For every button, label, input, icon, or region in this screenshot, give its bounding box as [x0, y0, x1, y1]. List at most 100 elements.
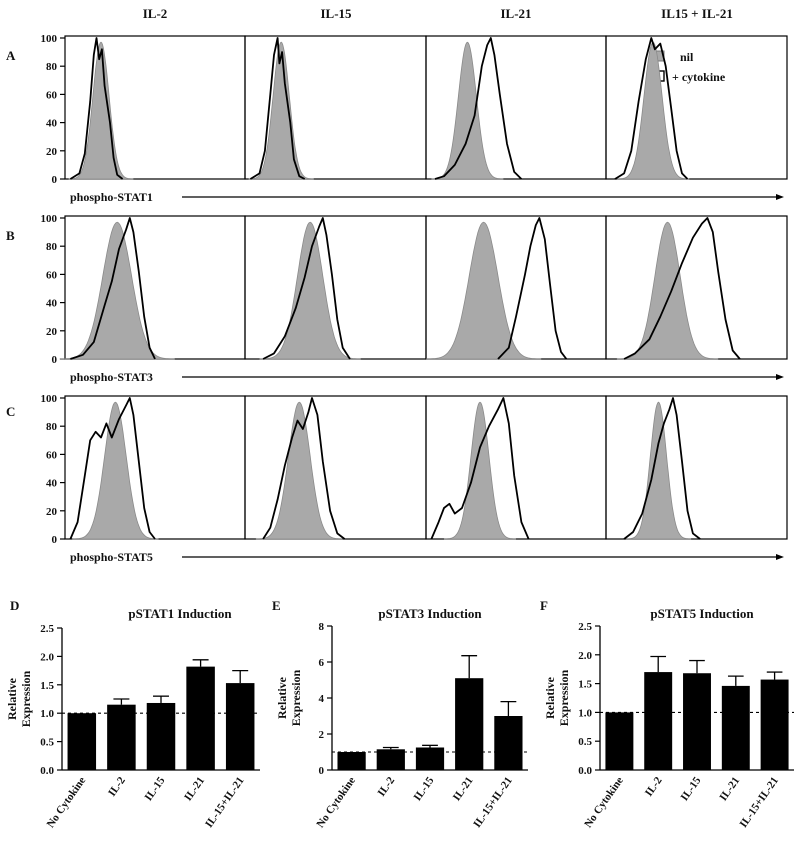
cytokine-histogram: [623, 217, 741, 360]
y-tick-label: 2: [319, 729, 325, 741]
nil-histogram: [59, 221, 175, 360]
histogram-b-2: [244, 215, 427, 360]
y-tick-label: 6: [319, 657, 325, 669]
histogram-b-3: [425, 215, 607, 360]
nil-histogram: [255, 401, 343, 540]
histogram-frame: [244, 215, 427, 360]
histogram-a-4: [605, 35, 788, 180]
column-header-il15: IL-15: [320, 6, 352, 21]
x-tick-label: IL-2: [643, 774, 665, 798]
y-axis-label: Expression: [289, 669, 303, 726]
histogram-a-3: [425, 35, 607, 180]
histogram-row-a: 0 20 40 60 80 100 phospho-STAT1: [41, 33, 788, 204]
x-tick-label: No Cytokine: [314, 775, 358, 830]
bar: [760, 679, 789, 770]
y-tick-label: 0: [319, 765, 325, 777]
bar: [455, 678, 484, 770]
y-tick-label: 80: [46, 421, 58, 433]
nil-histogram: [616, 221, 719, 360]
panel-letter-d: D: [10, 598, 19, 613]
nil-histogram: [248, 41, 314, 180]
y-tick-label: 0: [52, 174, 58, 186]
histogram-c-4: [605, 395, 788, 540]
y-tick-label: 0.0: [40, 765, 54, 777]
histogram-c-1: [64, 395, 246, 540]
histogram-frame: [605, 395, 788, 540]
bar-chart-title: pSTAT3 Induction: [378, 606, 482, 621]
y-tick-label: 40: [46, 298, 58, 310]
histogram-frame: [605, 35, 788, 180]
histogram-row-b: 0 20 40 60 80 100 phospho-STAT3: [41, 213, 788, 384]
x-tick-label: IL-21: [182, 775, 207, 803]
bar: [683, 673, 711, 770]
histogram-frame: [425, 395, 607, 540]
bar: [605, 712, 634, 770]
y-tick-label: 0: [52, 534, 58, 546]
histogram-c-3: [425, 395, 607, 540]
bar: [721, 685, 750, 770]
x-tick-label: IL-15: [679, 774, 704, 803]
bar: [186, 666, 215, 770]
panel-letter-c: C: [6, 404, 15, 419]
x-tick-label: IL-15+IL-21: [471, 775, 515, 830]
legend-cytokine-label: + cytokine: [672, 70, 726, 84]
y-tick-label: 40: [46, 478, 58, 490]
panel-letter-a: A: [6, 48, 16, 63]
bar: [644, 672, 673, 770]
y-tick-label: 60: [46, 269, 58, 281]
cytokine-histogram: [430, 397, 530, 540]
x-tick-label: No Cytokine: [582, 775, 626, 830]
y-tick-label: 80: [46, 241, 58, 253]
nil-histogram: [72, 401, 159, 540]
bar-chart-f: pSTAT5 Induction Relative Expression 0.0 0.5…: [543, 606, 794, 830]
histogram-frame: [64, 395, 246, 540]
nil-histogram: [259, 221, 361, 360]
x-tick-label: IL-2: [376, 774, 398, 798]
x-tick-label: IL-2: [106, 774, 128, 798]
column-header-il2: IL-2: [143, 6, 168, 21]
bar: [107, 704, 136, 770]
y-tick-label: 1.5: [578, 679, 592, 691]
y-tick-label: 40: [46, 118, 58, 130]
bar: [376, 749, 405, 770]
bar: [146, 702, 176, 770]
column-header-il15-il21: IL15 + IL-21: [661, 6, 733, 21]
x-axis-arrowhead: [776, 554, 784, 560]
y-tick-label: 4: [319, 693, 325, 705]
x-axis-arrowhead: [776, 374, 784, 380]
histogram-row-c: 0 20 40 60 80 100 phospho-STAT5: [41, 393, 788, 564]
bar: [415, 747, 445, 770]
y-tick-label: 60: [46, 449, 58, 461]
nil-histogram: [68, 41, 134, 180]
cytokine-histogram: [69, 37, 124, 180]
bar: [225, 683, 255, 770]
x-axis-label: phospho-STAT1: [70, 190, 153, 204]
y-tick-label: 2.0: [578, 650, 592, 662]
x-tick-label: IL-15: [143, 774, 168, 803]
bar: [337, 752, 366, 770]
cytokine-histogram: [262, 217, 351, 360]
histogram-c-2: [244, 395, 427, 540]
y-axis-label: Relative: [5, 677, 19, 720]
histogram-frame: [605, 215, 788, 360]
histogram-rows: 0 20 40 60 80 100 phospho-STAT1 0 20 40 60 80 100 pho…: [41, 33, 788, 564]
histogram-b-1: [59, 215, 246, 360]
y-tick-label: 100: [41, 213, 58, 225]
y-tick-label: 2.5: [578, 621, 592, 633]
column-header-il21: IL-21: [500, 6, 531, 21]
y-tick-label: 8: [319, 621, 325, 633]
nil-histogram: [443, 401, 517, 540]
cytokine-histogram: [69, 397, 156, 540]
cytokine-histogram: [623, 397, 701, 540]
panel-letter-f: F: [540, 598, 548, 613]
legend-nil-label: nil: [680, 50, 694, 64]
y-tick-label: 20: [46, 326, 58, 338]
bar-chart-d: pSTAT1 Induction Relative Expression 0.0 0.5…: [5, 606, 260, 830]
cytokine-histogram: [262, 397, 346, 540]
cytokine-histogram: [249, 37, 306, 180]
y-axis-label: Relative: [275, 676, 289, 719]
bar-chart-title: pSTAT5 Induction: [650, 606, 754, 621]
bar-chart-e: pSTAT3 Induction Relative Expression 0 2 4 6 8 N…: [275, 606, 528, 830]
y-tick-label: 20: [46, 506, 58, 518]
